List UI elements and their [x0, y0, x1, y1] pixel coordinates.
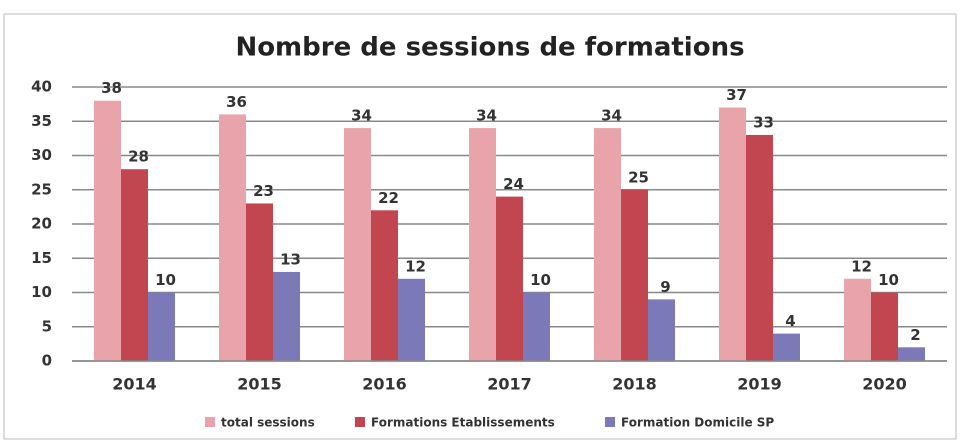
data-label: 4: [785, 312, 795, 330]
y-tick-label: 5: [42, 317, 52, 335]
chart-title: Nombre de sessions de formations: [235, 33, 744, 63]
data-label: 34: [476, 107, 497, 125]
bar: [746, 134, 773, 361]
y-tick-label: 30: [31, 146, 52, 164]
legend-swatch: [355, 417, 365, 427]
data-label: 12: [405, 257, 426, 275]
legend-label: total sessions: [221, 416, 315, 430]
data-label: 12: [851, 257, 872, 275]
data-label: 37: [726, 86, 747, 104]
bar: [148, 292, 175, 361]
x-tick-label: 2019: [737, 375, 782, 394]
x-tick-label: 2014: [112, 375, 157, 394]
y-tick-label: 0: [42, 352, 52, 370]
legend-swatch: [605, 417, 615, 427]
bar: [773, 333, 800, 361]
bar: [371, 210, 398, 361]
bar: [844, 278, 871, 361]
bar: [621, 189, 648, 361]
data-label: 33: [753, 113, 774, 131]
data-label: 38: [101, 79, 122, 97]
bar: [344, 128, 371, 361]
data-label: 9: [660, 278, 670, 296]
bar: [594, 128, 621, 361]
bar: [523, 292, 550, 361]
bar: [246, 203, 273, 361]
x-tick-label: 2016: [362, 375, 407, 394]
y-tick-label: 20: [31, 215, 52, 233]
bar: [219, 114, 246, 362]
bar: [719, 107, 746, 361]
data-label: 2: [910, 326, 920, 344]
data-label: 24: [503, 175, 524, 193]
data-label: 28: [128, 148, 149, 166]
x-tick-label: 2020: [862, 375, 907, 394]
x-tick-label: 2015: [237, 375, 282, 394]
bar: [898, 347, 925, 361]
data-label: 10: [155, 271, 176, 289]
bar: [469, 128, 496, 361]
data-label: 13: [280, 250, 301, 268]
legend-swatch: [205, 417, 215, 427]
data-label: 36: [226, 93, 247, 111]
bar: [398, 278, 425, 361]
y-tick-label: 35: [31, 112, 52, 130]
data-label: 10: [530, 271, 551, 289]
x-tick-label: 2018: [612, 375, 657, 394]
y-tick-label: 10: [31, 283, 52, 301]
bar: [94, 100, 121, 361]
bar: [648, 299, 675, 361]
data-label: 23: [253, 182, 274, 200]
data-label: 22: [378, 189, 399, 207]
x-tick-label: 2017: [487, 375, 532, 394]
bar: [871, 292, 898, 361]
y-tick-label: 40: [31, 78, 52, 96]
data-label: 10: [878, 271, 899, 289]
data-label: 25: [628, 168, 649, 186]
data-label: 34: [601, 107, 622, 125]
y-tick-label: 25: [31, 180, 52, 198]
legend-label: Formation Domicile SP: [621, 416, 774, 430]
bar: [273, 271, 300, 361]
legend-label: Formations Etablissements: [371, 416, 555, 430]
bar: [496, 196, 523, 361]
data-label: 34: [351, 107, 372, 125]
bar: [121, 169, 148, 361]
y-tick-label: 15: [31, 249, 52, 267]
